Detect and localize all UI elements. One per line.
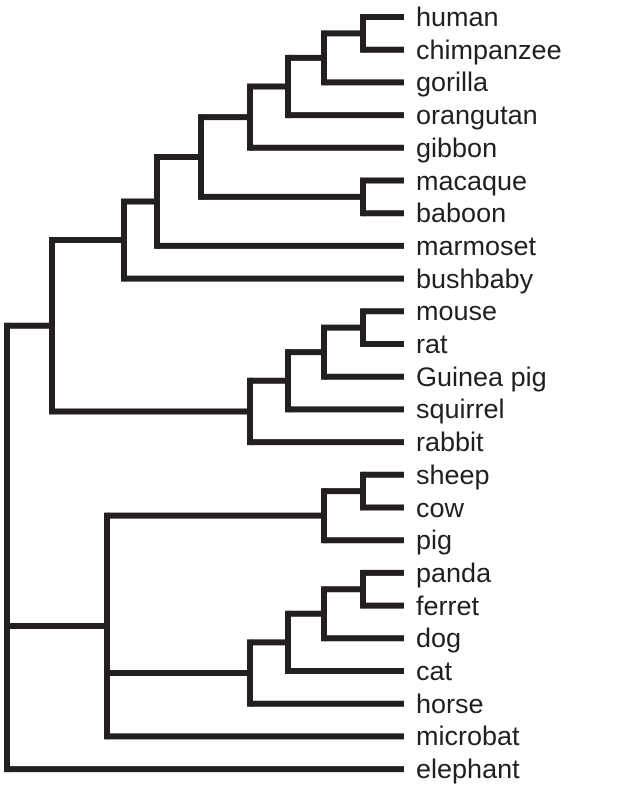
taxon-label: chimpanzee — [416, 34, 562, 65]
taxon-label: mouse — [416, 296, 498, 327]
taxon-label: dog — [416, 623, 462, 654]
taxon-label: gorilla — [416, 67, 489, 98]
taxon-label: gibbon — [416, 132, 498, 163]
taxon-label: bushbaby — [416, 263, 534, 294]
taxon-label: pig — [416, 525, 453, 556]
taxon-label: marmoset — [416, 230, 537, 261]
taxon-label: horse — [416, 688, 484, 719]
taxon-label: macaque — [416, 165, 528, 196]
taxon-label: rat — [416, 329, 448, 359]
taxon-label: Guinea pig — [416, 361, 547, 392]
taxon-label: rabbit — [416, 427, 484, 458]
taxon-label: elephant — [416, 754, 520, 785]
taxon-label: human — [416, 2, 499, 32]
taxon-label: sheep — [416, 459, 490, 490]
taxon-label: squirrel — [416, 394, 505, 425]
taxon-label: ferret — [416, 590, 480, 621]
taxon-label: baboon — [416, 198, 507, 229]
taxon-label: cat — [416, 656, 453, 686]
taxon-label: panda — [416, 557, 492, 588]
taxon-label: microbat — [416, 721, 520, 752]
taxon-label: cow — [416, 492, 465, 523]
taxon-label: orangutan — [416, 100, 538, 131]
